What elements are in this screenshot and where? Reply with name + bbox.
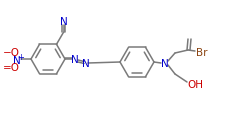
Text: =O: =O — [2, 62, 19, 72]
Text: N: N — [71, 55, 79, 64]
Text: N: N — [13, 56, 21, 65]
Text: N: N — [60, 17, 67, 27]
Text: OH: OH — [187, 79, 203, 89]
Text: −O: −O — [2, 48, 19, 58]
Text: Br: Br — [196, 48, 208, 58]
Text: +: + — [18, 53, 24, 62]
Text: N: N — [82, 59, 90, 68]
Text: N: N — [161, 59, 169, 68]
